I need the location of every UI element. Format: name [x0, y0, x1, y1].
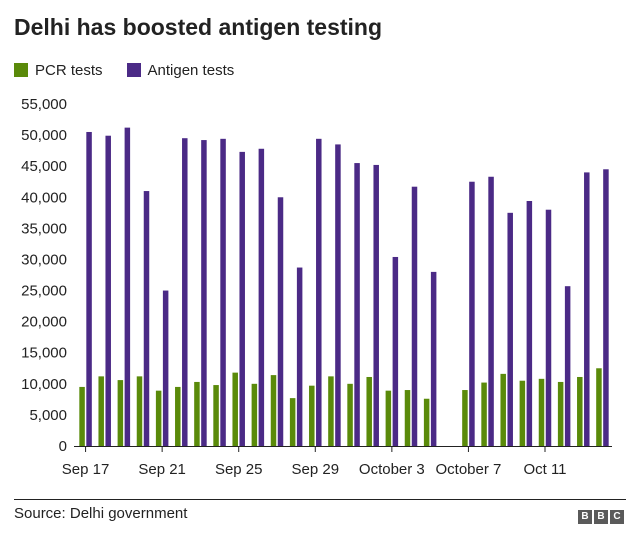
pcr-bar: [385, 390, 392, 446]
pcr-bar: [328, 376, 334, 446]
antigen-bar: [86, 131, 92, 447]
legend-item-pcr: PCR tests: [14, 62, 103, 79]
legend-label-antigen: Antigen tests: [147, 61, 235, 79]
pcr-bar: [117, 380, 124, 446]
pcr-bar: [270, 375, 277, 446]
antigen-bar: [335, 144, 341, 447]
y-tick-label: 45,000: [21, 158, 67, 175]
pcr-bar: [347, 383, 353, 446]
legend: PCR tests Antigen tests: [14, 60, 258, 80]
antigen-bar: [373, 164, 379, 446]
pcr-bar: [404, 390, 411, 446]
pcr-bar: [79, 386, 85, 446]
antigen-bar: [143, 191, 150, 446]
antigen-swatch: [126, 63, 141, 77]
pcr-bar: [213, 385, 219, 446]
x-tick-label: October 7: [435, 461, 501, 478]
y-tick-label: 15,000: [21, 345, 67, 362]
x-tick-label: Sep 25: [215, 461, 263, 478]
pcr-bar: [462, 390, 468, 446]
pcr-bar: [232, 372, 238, 446]
antigen-bar: [507, 212, 513, 446]
antigen-bar: [564, 286, 571, 446]
legend-item-antigen: Antigen tests: [126, 61, 235, 79]
pcr-bar: [309, 385, 315, 446]
y-tick-label: 20,000: [21, 314, 67, 331]
pcr-bar: [98, 376, 104, 446]
pcr-bar: [366, 376, 372, 446]
antigen-bar: [354, 163, 360, 446]
pcr-bar: [251, 383, 258, 446]
antigen-bar: [162, 290, 169, 446]
y-tick-label: 5,000: [29, 407, 67, 424]
y-tick-label: 0: [59, 438, 67, 455]
x-tick-label: Sep 17: [62, 461, 110, 478]
footer-divider: [14, 499, 626, 500]
bbc-logo-block: B: [578, 510, 592, 524]
antigen-bar: [584, 172, 590, 446]
pcr-bar: [481, 382, 487, 446]
x-tick-label: Sep 21: [138, 461, 186, 478]
source-note: Source: Delhi government: [14, 505, 188, 522]
pcr-swatch: [14, 63, 28, 77]
pcr-bar: [519, 380, 526, 446]
x-tick-label: Oct 11: [523, 461, 566, 478]
antigen-bar: [220, 138, 226, 446]
y-tick-label: 35,000: [21, 220, 67, 237]
antigen-bar: [430, 271, 437, 446]
x-tick-label: October 3: [359, 461, 425, 478]
antigen-bar: [545, 209, 552, 446]
antigen-bar: [124, 127, 131, 446]
antigen-bar: [182, 138, 188, 446]
y-tick-label: 50,000: [21, 127, 67, 144]
antigen-bar: [392, 256, 399, 446]
pcr-bar: [500, 373, 506, 446]
antigen-bar: [296, 267, 303, 446]
pcr-bar: [538, 378, 545, 446]
x-tick-label: Sep 29: [292, 461, 340, 478]
pcr-bar: [194, 381, 200, 446]
antigen-bar: [201, 140, 207, 446]
y-tick-label: 40,000: [21, 189, 67, 206]
bbc-logo-block: C: [610, 510, 624, 524]
y-tick-label: 30,000: [21, 251, 67, 268]
antigen-bar: [526, 201, 533, 446]
bar-chart: 0 5,000 10,000 15,000 20,000 25,000 30,000 35,0…: [21, 96, 612, 478]
pcr-bar: [557, 381, 564, 446]
antigen-bar: [258, 148, 265, 446]
antigen-bar: [105, 135, 111, 446]
pcr-bar: [423, 398, 430, 446]
chart-title: Delhi has boosted antigen testing: [14, 14, 383, 40]
antigen-bar: [316, 138, 322, 446]
bbc-logo-block: B: [594, 510, 608, 524]
antigen-bar: [411, 186, 418, 446]
pcr-bar: [596, 368, 602, 446]
legend-label-pcr: PCR tests: [35, 61, 103, 79]
bbc-logo: B B C: [576, 510, 624, 524]
pcr-bar: [175, 386, 181, 446]
pcr-bar: [577, 376, 583, 446]
antigen-bar: [239, 151, 245, 446]
antigen-bar: [603, 169, 609, 446]
pcr-bar: [289, 398, 296, 446]
antigen-bar: [469, 181, 475, 446]
antigen-bar: [488, 176, 494, 446]
y-tick-label: 55,000: [21, 96, 67, 113]
antigen-bar: [277, 197, 284, 446]
pcr-bar: [136, 376, 143, 446]
y-tick-label: 10,000: [21, 376, 67, 393]
y-tick-label: 25,000: [21, 283, 67, 300]
pcr-bar: [155, 390, 162, 446]
